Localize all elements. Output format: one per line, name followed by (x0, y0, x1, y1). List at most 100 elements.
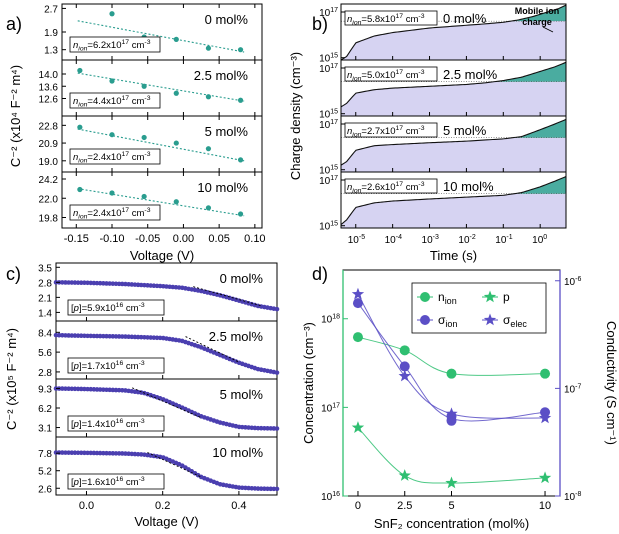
right-y-tick-label: 10-6 (564, 276, 581, 288)
x-tick-label: 0.0 (79, 500, 94, 512)
panel-b-frame (340, 171, 567, 229)
panel-label: b) (312, 14, 328, 34)
hole-density-annotation: [p]=5.9x1016 cm-3 (71, 302, 145, 314)
charge-density-curve (341, 4, 566, 60)
y-tick-label: 1015 (319, 221, 338, 233)
y-tick-label: 1015 (319, 109, 338, 121)
charge-density-curve (341, 118, 566, 166)
right-y-tick-label: 10-8 (564, 491, 581, 503)
right-y-axis-label: Conductivity (S cm⁻¹) (604, 321, 619, 445)
charge-density-curve (341, 176, 566, 225)
y-tick-label: 5.2 (38, 467, 52, 478)
x-axis-label: Voltage (V) (134, 514, 198, 529)
data-point-circle (399, 345, 410, 356)
panel-c-subplot: 9.3 6.2 3.1 5 mol% [p]=1.4x1016 cm-3 (38, 378, 280, 438)
x-tick-label: 5 (448, 500, 454, 512)
data-point (109, 11, 115, 17)
panel-a-frame (61, 171, 263, 229)
annotation-box (344, 10, 438, 26)
y-axis-label: C⁻² (x10⁵ F⁻² m⁴) (4, 328, 19, 430)
panel-b-area (341, 4, 566, 60)
data-point-star (538, 411, 552, 424)
y-tick-label: 1.3 (44, 46, 58, 57)
x-tick-label: 10-2 (458, 234, 475, 246)
legend-marker-circle (420, 315, 430, 325)
data-point (141, 193, 147, 200)
y-tick-label: 6.2 (38, 404, 52, 415)
y-tick-label: 5.6 (38, 348, 52, 359)
mobile-ion-label: charge (522, 17, 552, 27)
y-tick-label: 3.5 (38, 263, 52, 274)
y-tick-label: 14.0 (39, 70, 59, 81)
electronic-charge-area (341, 193, 566, 228)
y-tick-label: 1017 (319, 119, 338, 131)
y-axis-label: C⁻² (x10⁴ F⁻² m⁴) (8, 65, 23, 167)
panel-label: c) (6, 264, 21, 284)
subplot-label: 10 mol% (197, 180, 248, 195)
panel-b-area (341, 176, 566, 228)
subplot-label: 0 mol% (443, 11, 487, 26)
x-tick-label: 0.00 (173, 233, 194, 245)
data-point-circle (352, 332, 363, 343)
data-point (109, 190, 115, 196)
ion-density-annotation: nion=2.6x1017 cm-3 (347, 181, 425, 194)
panel-a-subplot: 24.2 22.0 19.8 10 mol% nion=2.4x1017 cm-3 (39, 171, 263, 229)
annotation-box (67, 473, 165, 490)
annotation-box (67, 357, 165, 374)
data-point-star (538, 471, 552, 484)
mobile-ion-label: Mobile ion (515, 6, 560, 16)
panel-d: 1016 1017 1018 10-8 10-7 10-6 0 2.5 5 10 nion p σion… (321, 269, 581, 512)
data-point (205, 94, 212, 100)
y-tick-label: 1017 (319, 7, 338, 19)
x-axis-label: Voltage (V) (130, 248, 194, 263)
y-tick-label: 1017 (319, 175, 338, 187)
electronic-charge-area (341, 81, 566, 116)
data-point (173, 140, 179, 146)
charge-density-curve (341, 61, 566, 108)
panel-a-subplot: 14.013.6 12.6 2.5 mol% nion=4.4x1017 cm-3 (39, 59, 263, 117)
annotation-box (69, 148, 161, 165)
subplot-label: 2.5 mol% (194, 68, 249, 83)
legend-label: p (503, 290, 510, 304)
annotation-box (344, 122, 438, 138)
data-point (205, 146, 212, 152)
data-point-star (351, 287, 365, 300)
annotation-box (344, 66, 438, 82)
y-tick-label: 2.8 (38, 278, 52, 289)
y-tick-label: 19.8 (39, 214, 59, 225)
trend-line (357, 427, 546, 484)
data-point-star (398, 369, 411, 382)
ion-density-annotation: nion=5.0x1017 cm-3 (347, 69, 425, 82)
data-point-circle (399, 361, 410, 372)
panel-b-subplot: 1017 1015 nion=2.6x1017 cm-3 10 mol% (319, 171, 567, 233)
x-axis-label: Time (s) (430, 248, 477, 263)
data-point-circle (540, 368, 551, 379)
ion-density-annotation: nion=2.7x1017 cm-3 (347, 125, 425, 138)
data-point (77, 67, 83, 74)
data-point (274, 486, 280, 492)
electronic-charge-area (341, 137, 566, 172)
y-tick-label: 22.8 (39, 121, 59, 132)
fit-line (77, 128, 245, 162)
data-point (77, 124, 83, 130)
data-point (173, 90, 179, 96)
left-y-tick-label: 1016 (321, 491, 340, 503)
y-tick-label: 2.8 (38, 368, 52, 379)
ion-density-annotation: nion=2.4x1017 cm-3 (73, 207, 151, 220)
y-tick-label: 2.7 (44, 4, 58, 15)
x-tick-label: 2.5 (397, 500, 412, 512)
data-point-circle (446, 368, 457, 379)
legend-marker-circle (420, 292, 430, 302)
y-tick-label: 7.8 (38, 449, 52, 460)
annotation-box (67, 415, 165, 432)
y-tick-label: 9.3 (38, 384, 52, 395)
annotation-box (67, 299, 165, 316)
data-point-circle (446, 415, 457, 426)
data-point (141, 83, 147, 89)
y-tick-label: 8.4 (38, 328, 52, 339)
x-tick-label: 10-4 (385, 234, 402, 246)
subplot-label: 10 mol% (212, 445, 263, 460)
panel-c-subplot: 3.5 2.8 2.1 1.4 0 mol% [p]=5.9x1016 cm-3 (38, 262, 280, 322)
tangent-line (147, 452, 201, 478)
